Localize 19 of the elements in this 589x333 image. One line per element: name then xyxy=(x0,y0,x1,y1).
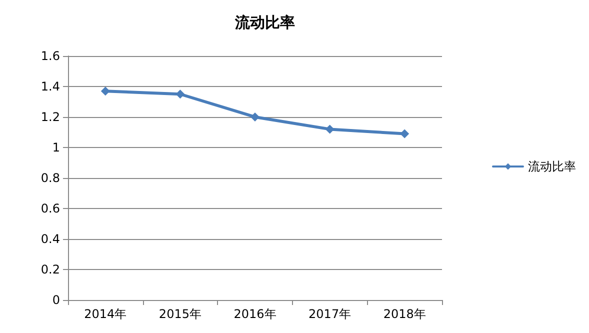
y-tick-label: 0.4 xyxy=(40,232,60,246)
x-tick-label: 2015年 xyxy=(158,307,202,321)
point xyxy=(400,129,410,138)
point xyxy=(100,86,110,96)
y-tick-label: 0.6 xyxy=(40,202,60,216)
legend-label: 流动比率 xyxy=(528,160,576,174)
x-tick-label: 2017年 xyxy=(308,307,352,321)
y-tick-label: 1.2 xyxy=(40,110,60,124)
y-tick-label: 1.4 xyxy=(40,80,60,94)
y-tick-label: 0 xyxy=(52,293,60,307)
y-tick-label: 0.2 xyxy=(40,262,60,276)
y-tick-label: 1 xyxy=(52,140,60,154)
y-tick-label: 0.8 xyxy=(40,171,60,185)
x-tick-label: 2016年 xyxy=(234,307,276,321)
y-tick-label: 1.6 xyxy=(40,49,60,63)
x-tick-label: 2014年 xyxy=(84,307,127,321)
chart-title: 流动比率 xyxy=(234,14,295,32)
point xyxy=(250,112,260,122)
x-tick-label: 2018年 xyxy=(383,307,426,321)
